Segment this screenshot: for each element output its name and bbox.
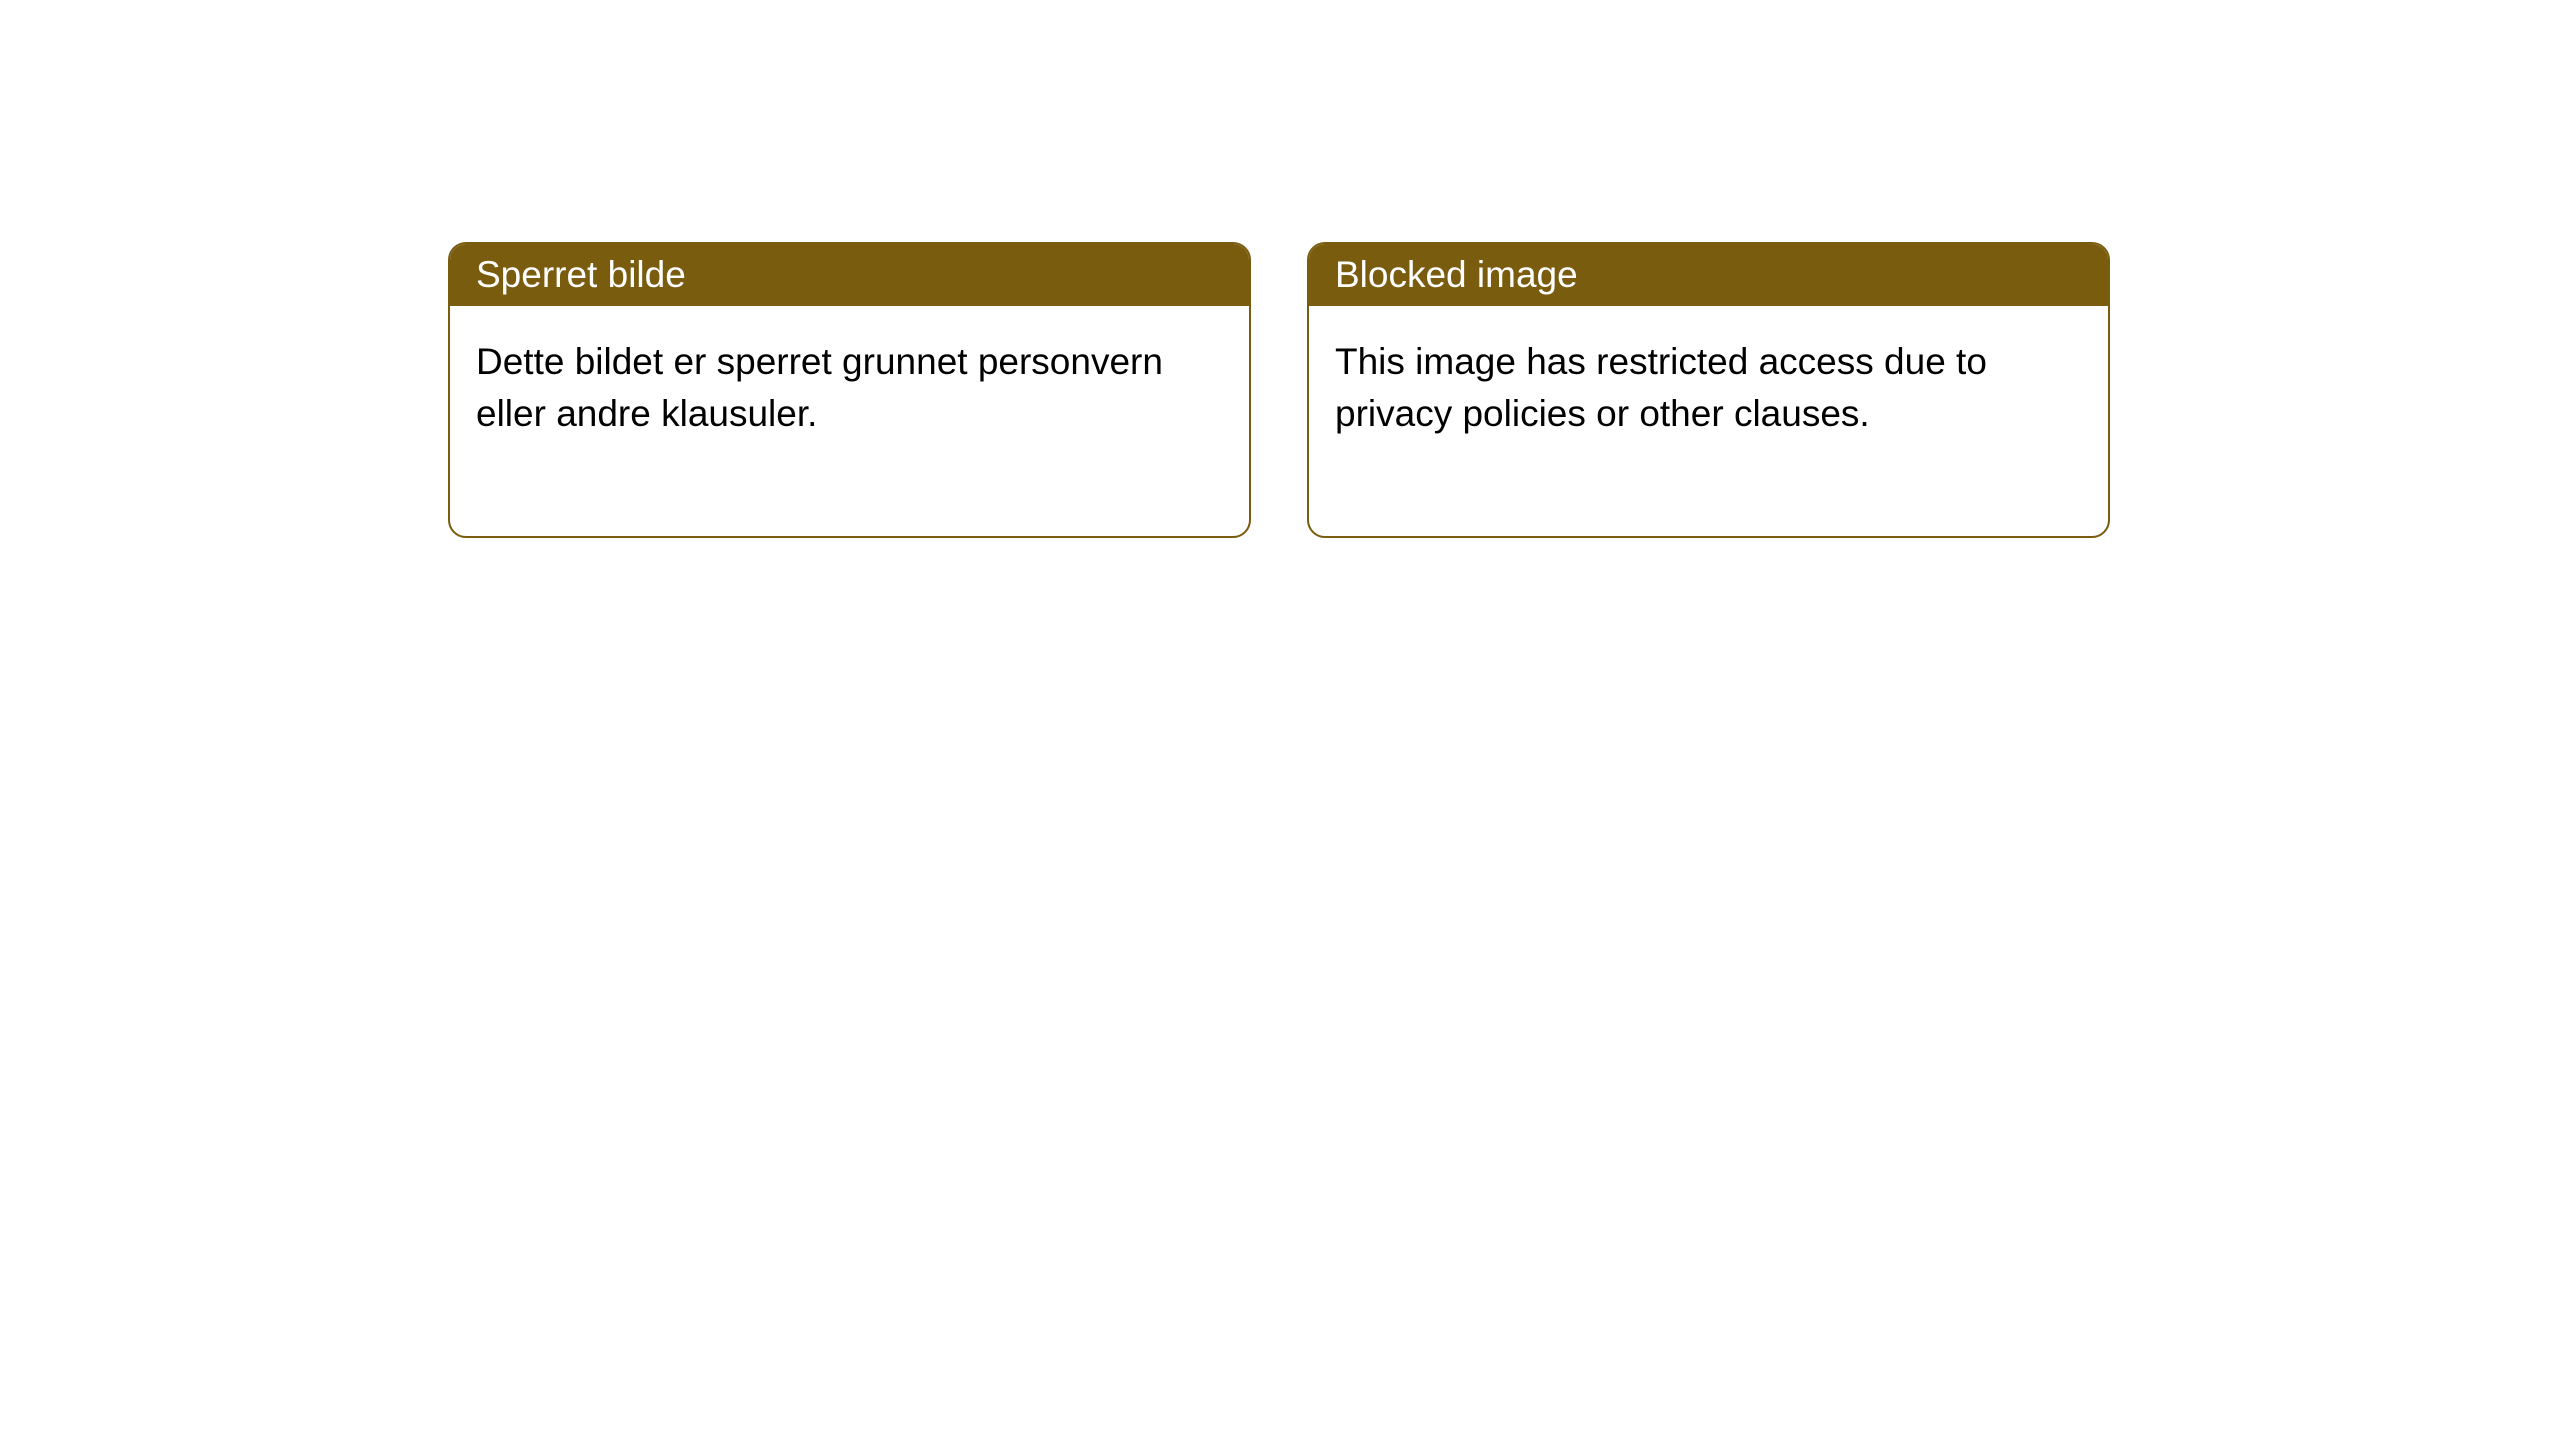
notice-header-norwegian: Sperret bilde xyxy=(450,244,1249,306)
notice-body-english: This image has restricted access due to … xyxy=(1309,306,2108,536)
notice-body-norwegian: Dette bildet er sperret grunnet personve… xyxy=(450,306,1249,536)
notice-header-english: Blocked image xyxy=(1309,244,2108,306)
notice-container: Sperret bilde Dette bildet er sperret gr… xyxy=(448,242,2110,538)
notice-card-norwegian: Sperret bilde Dette bildet er sperret gr… xyxy=(448,242,1251,538)
notice-card-english: Blocked image This image has restricted … xyxy=(1307,242,2110,538)
